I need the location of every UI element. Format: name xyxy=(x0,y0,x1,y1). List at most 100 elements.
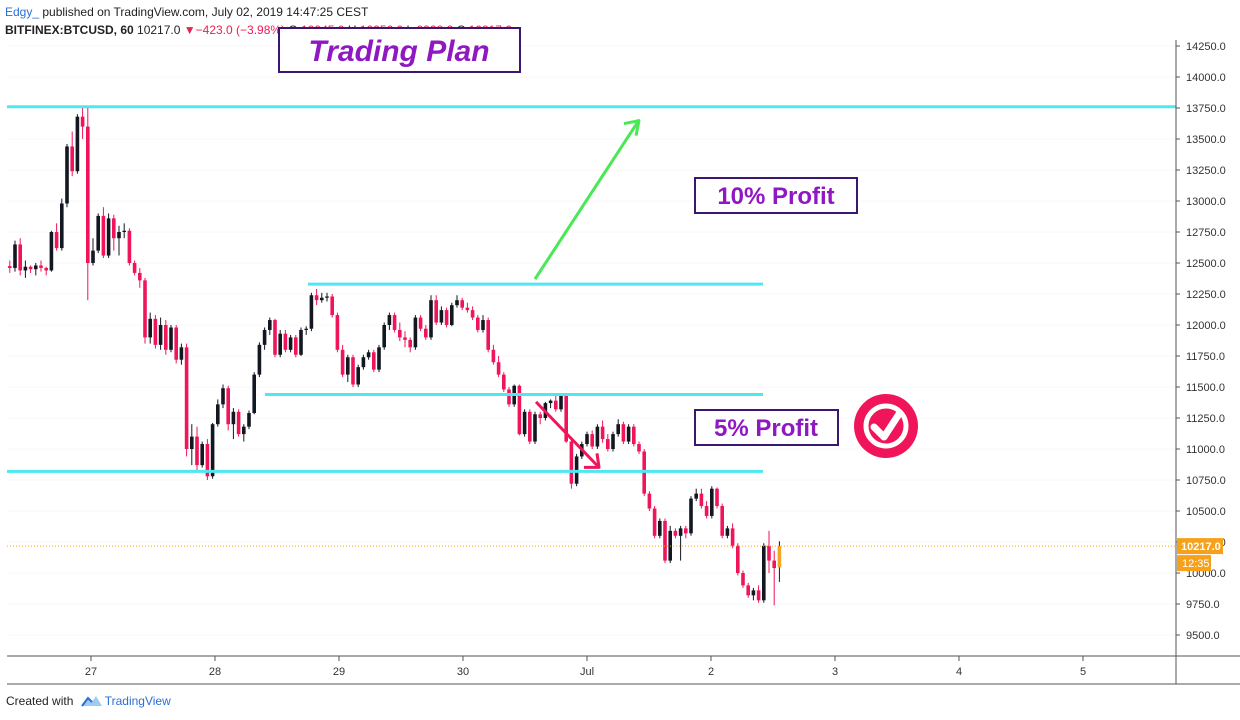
candle-body xyxy=(647,493,652,509)
candle-body xyxy=(80,116,85,127)
candle-body xyxy=(242,426,246,435)
candle-body xyxy=(434,300,438,323)
candle-body xyxy=(23,266,28,271)
candle-body xyxy=(60,203,64,249)
candle-body xyxy=(460,300,464,308)
candle-body xyxy=(153,318,158,345)
candle-body xyxy=(148,318,152,338)
candle-body xyxy=(325,296,329,298)
candle-body xyxy=(8,266,12,268)
candle-body xyxy=(673,530,678,536)
candle-body xyxy=(44,267,48,271)
trading-plan-title: Trading Plan xyxy=(308,35,489,68)
candle-body xyxy=(361,357,366,368)
candle-body xyxy=(158,325,163,345)
candle-body xyxy=(200,444,204,466)
candle-body xyxy=(164,325,168,350)
candle-body xyxy=(54,232,59,249)
candle-body xyxy=(304,328,308,330)
candle-body xyxy=(392,315,397,330)
tradingview-brand-link[interactable]: TradingView xyxy=(104,694,171,708)
price-tick-label: 10500.0 xyxy=(1186,506,1226,518)
last-price-tag xyxy=(1177,538,1223,555)
candle-body xyxy=(143,280,147,338)
symbol-label[interactable]: BITFINEX:BTCUSD, 60 xyxy=(5,23,134,37)
candle-body xyxy=(252,374,256,414)
price-tick-label: 12500.0 xyxy=(1186,258,1226,270)
price-tick-label: 9500.0 xyxy=(1186,630,1220,642)
price-tick-label: 9750.0 xyxy=(1186,599,1220,611)
candle-body xyxy=(122,230,126,232)
red-arrow-head xyxy=(584,453,601,469)
candle-body xyxy=(746,585,750,596)
candle-body xyxy=(91,250,95,263)
created-with-label: Created with xyxy=(6,694,74,708)
candle-body xyxy=(356,367,360,385)
green-arrow-head xyxy=(623,119,641,136)
price-tick-label: 14250.0 xyxy=(1186,41,1226,53)
candle-body xyxy=(533,414,537,442)
candle-body xyxy=(465,307,470,311)
candle-body xyxy=(730,528,735,546)
candle-body xyxy=(106,218,111,256)
plot-area[interactable] xyxy=(7,40,1176,656)
candle-body xyxy=(403,337,407,340)
candle-body xyxy=(288,337,293,350)
candle-body xyxy=(413,317,418,348)
time-tick-label: 2 xyxy=(708,666,714,678)
candle-body xyxy=(476,317,480,330)
candles-group xyxy=(7,45,1176,636)
candle-body xyxy=(299,329,303,355)
candle-body xyxy=(658,520,662,536)
green-arrow-line xyxy=(533,120,640,280)
candle-body xyxy=(736,545,740,573)
red-arrow-line xyxy=(534,400,600,468)
candle-body xyxy=(257,344,262,375)
candle-body xyxy=(756,590,761,601)
candle-body xyxy=(418,317,423,329)
candle-body xyxy=(70,146,74,172)
candle-body xyxy=(564,395,568,442)
candle-body xyxy=(710,488,714,516)
candle-body xyxy=(13,244,17,268)
profit-10-box xyxy=(694,177,858,214)
candle-body xyxy=(174,327,178,360)
profit-5-box xyxy=(694,409,839,446)
candle-body xyxy=(777,546,782,568)
candle-body xyxy=(663,520,667,561)
price-tick-label: 11500.0 xyxy=(1186,382,1225,394)
candle-body xyxy=(626,426,631,442)
candle-body xyxy=(335,315,340,350)
candle-body xyxy=(678,528,683,536)
candle-body xyxy=(595,426,600,447)
candle-body xyxy=(772,560,776,569)
candle-body xyxy=(49,232,54,271)
published-text: published on TradingView.com, July 02, 2… xyxy=(39,5,369,19)
candle-body xyxy=(600,426,605,440)
candle-body xyxy=(439,310,444,323)
candle-body xyxy=(621,424,626,442)
candle-body xyxy=(262,329,267,345)
candle-body xyxy=(205,444,210,477)
candle-body xyxy=(585,434,589,445)
candle-body xyxy=(704,506,709,516)
candle-body xyxy=(652,508,657,536)
time-tick-label: 30 xyxy=(457,666,469,678)
price-tick-label: 14000.0 xyxy=(1186,72,1226,84)
price-tick-label: 10750.0 xyxy=(1186,475,1226,487)
candle-body xyxy=(684,528,688,534)
candle-body xyxy=(637,444,641,452)
author-link[interactable]: Edgy_ xyxy=(5,5,40,19)
candle-body xyxy=(132,263,137,273)
price-tick-label: 13500.0 xyxy=(1186,134,1226,146)
price-change: −423.0 (−3.98%) xyxy=(195,23,286,37)
candle-body xyxy=(377,347,381,370)
candle-body xyxy=(283,333,288,350)
candle-body xyxy=(65,146,69,204)
candle-body xyxy=(725,528,730,536)
time-tick-label: 27 xyxy=(85,666,97,678)
time-axis[interactable]: 27 28 29 30 Jul 2 3 4 5 xyxy=(85,656,1086,678)
footer: Created with TradingView xyxy=(6,694,171,708)
tradingview-logo-icon xyxy=(80,696,102,707)
